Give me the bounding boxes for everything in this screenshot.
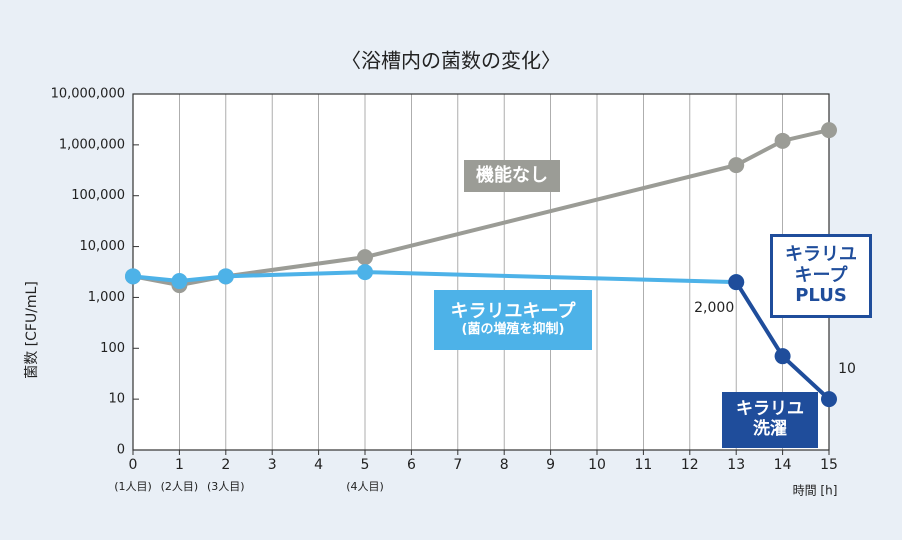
y-axis-label: 菌数 [CFU/mL] xyxy=(24,281,40,379)
x-note: (3人目) xyxy=(207,480,245,493)
annotation: キラリユ 洗濯 xyxy=(722,392,818,448)
x-tick-label: 3 xyxy=(268,457,277,473)
y-tick-label: 1,000 xyxy=(88,290,125,305)
point xyxy=(728,274,745,291)
point xyxy=(357,264,373,281)
x-note: (2人目) xyxy=(161,480,199,493)
point xyxy=(728,157,745,174)
x-tick-label: 5 xyxy=(361,457,370,473)
x-tick-label: 1 xyxy=(175,457,184,473)
y-tick-label: 10,000 xyxy=(80,239,126,254)
y-tick-label: 100,000 xyxy=(71,188,125,203)
y-tick-label: 0 xyxy=(117,443,125,458)
y-tick-label: 1,000,000 xyxy=(59,137,125,152)
x-tick-label: 2 xyxy=(221,457,230,473)
x-note: (4人目) xyxy=(346,480,384,493)
x-tick-label: 10 xyxy=(588,457,606,473)
x-tick-label: 4 xyxy=(314,457,323,473)
x-tick-label: 6 xyxy=(407,457,416,473)
series-label: 機能なし xyxy=(464,160,560,192)
y-tick-label: 10 xyxy=(108,392,125,407)
point xyxy=(821,391,837,408)
point xyxy=(125,268,141,285)
x-tick-label: 11 xyxy=(634,457,652,473)
point xyxy=(774,132,791,149)
x-note: (1人目) xyxy=(114,480,152,493)
y-tick-label: 100 xyxy=(100,341,125,356)
point xyxy=(821,122,837,139)
x-tick-label: 9 xyxy=(546,457,555,473)
x-tick-label: 7 xyxy=(453,457,462,473)
series-label: キラリユキープ xyxy=(450,301,576,323)
x-tick-label: 13 xyxy=(727,457,745,473)
series-note: (菌の増殖を抑制) xyxy=(461,321,565,337)
point xyxy=(357,249,373,266)
x-tick-label: 8 xyxy=(500,457,509,473)
point xyxy=(171,273,188,290)
x-axis-label: 時間 [h] xyxy=(793,484,838,498)
value-label: 2,000 xyxy=(694,300,734,316)
y-tick-label: 10,000,000 xyxy=(51,87,125,102)
series-label: キラリユ キープ PLUS xyxy=(770,234,872,318)
x-tick-label: 12 xyxy=(681,457,699,473)
x-tick-label: 15 xyxy=(820,457,838,473)
value-label: 10 xyxy=(838,361,856,377)
series-label-box: キラリユキープ (菌の増殖を抑制) xyxy=(434,290,592,350)
x-tick-label: 14 xyxy=(774,457,792,473)
chart-title: 〈浴槽内の菌数の変化〉 xyxy=(341,49,561,73)
x-tick-label: 0 xyxy=(129,457,138,473)
point xyxy=(774,348,791,365)
point xyxy=(217,268,234,285)
